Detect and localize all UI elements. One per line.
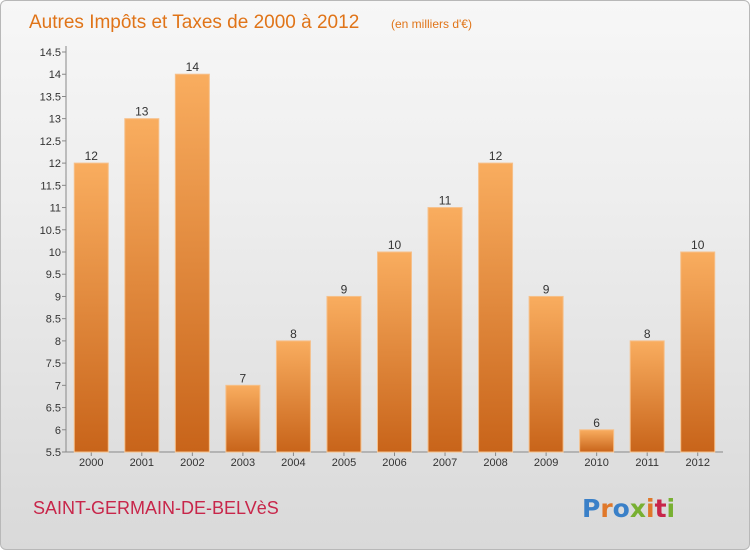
data-label: 13 [135,105,149,119]
bar [680,251,716,453]
x-tick-label: 2005 [332,457,356,469]
bar [629,340,665,453]
data-label: 7 [240,371,247,385]
bar [275,340,311,453]
logo-letter: i [646,494,655,523]
y-tick-label: 9.5 [46,269,61,281]
y-tick-label: 8.5 [46,314,61,326]
y-tick-label: 10.5 [40,225,61,237]
bar [326,295,362,453]
bar [427,207,463,453]
bar [377,251,412,453]
bar [174,73,210,453]
y-tick-label: 13.5 [40,91,61,103]
x-tick-label: 2003 [231,457,255,469]
x-tick-label: 2012 [685,457,709,469]
logo-letter: i [667,494,676,523]
logo-letter: o [613,494,630,523]
y-tick-label: 11.5 [40,180,61,192]
logo-letter: r [600,494,613,523]
x-tick-label: 2002 [180,457,204,469]
data-label: 11 [439,194,452,208]
chart-title: Autres Impôts et Taxes de 2000 à 2012 [29,12,359,33]
y-tick-label: 14.5 [40,47,61,59]
y-tick-label: 7 [55,380,61,392]
data-label: 8 [290,327,297,341]
bar [124,118,160,453]
data-label: 10 [388,238,402,252]
logo-letter: P [582,494,600,523]
data-label: 8 [644,327,651,341]
x-tick-label: 2000 [79,457,103,469]
y-tick-label: 13 [49,114,61,126]
x-tick-label: 2006 [382,457,406,469]
y-tick-label: 7.5 [46,358,61,370]
chart-subtitle: (en milliers d'€) [391,17,472,31]
x-axis: 2000 2001 2002 2003 2004 2005 2006 2007 2008 2009… [66,451,723,469]
y-axis: 5.5 6 6.5 7 7.5 8 8.5 9 9.5 10 10.5 11 11.5 12 12.5 13 1… [40,46,67,459]
bar [579,429,615,453]
bar [225,384,261,453]
bar-series: 12 13 14 7 8 9 10 11 12 9 6 8 10 [73,60,716,453]
data-label: 10 [691,238,705,252]
y-tick-label: 11 [50,203,61,215]
y-tick-label: 12 [49,158,61,170]
y-tick-label: 6.5 [46,403,61,415]
x-tick-label: 2011 [635,457,659,469]
x-tick-label: 2001 [130,457,154,469]
y-tick-label: 10 [49,247,61,259]
y-tick-label: 12.5 [40,136,61,148]
x-tick-label: 2004 [281,457,305,469]
proxiti-logo: Proxiti [582,494,675,523]
y-tick-label: 6 [55,425,61,437]
data-label: 12 [489,149,503,163]
bar [528,295,564,453]
data-label: 14 [186,60,200,74]
x-tick-label: 2009 [534,457,558,469]
bar [478,162,514,453]
bar [73,162,109,453]
data-label: 6 [593,416,600,430]
data-label: 9 [341,282,348,296]
x-tick-label: 2008 [483,457,507,469]
logo-letter: t [655,494,667,523]
y-tick-label: 5.5 [46,447,61,459]
y-tick-label: 9 [55,291,61,303]
x-tick-label: 2010 [584,457,608,469]
x-tick-label: 2007 [433,457,457,469]
y-tick-label: 14 [49,69,61,81]
logo-letter: x [630,494,646,523]
y-tick-label: 8 [55,336,61,348]
data-label: 9 [543,282,550,296]
commune-name: SAINT-GERMAIN-DE-BELVèS [33,498,279,518]
data-label: 12 [85,149,99,163]
